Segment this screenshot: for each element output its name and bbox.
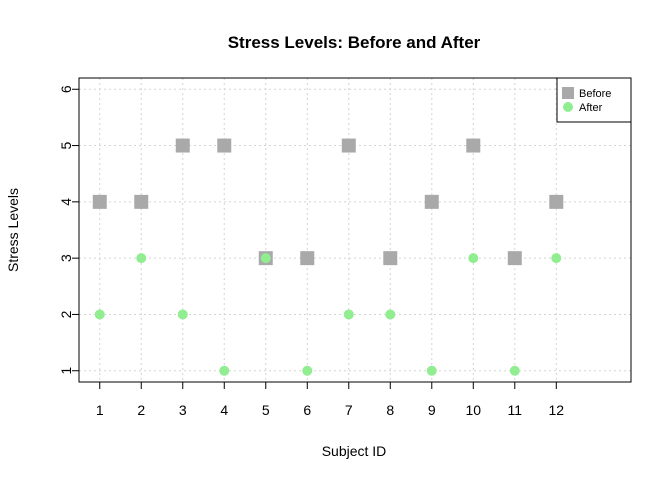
point-after — [136, 253, 147, 264]
x-tick-label: 6 — [303, 402, 311, 418]
point-after — [426, 365, 437, 376]
point-after — [509, 365, 520, 376]
x-axis-label: Subject ID — [322, 443, 387, 459]
series-layer — [92, 138, 564, 376]
chart-title: Stress Levels: Before and After — [228, 33, 481, 52]
point-after — [260, 253, 271, 264]
x-tick-label: 12 — [549, 402, 565, 418]
point-after — [177, 309, 188, 320]
x-tick-label: 11 — [508, 402, 523, 418]
series-before — [92, 138, 564, 266]
legend-box — [556, 77, 632, 123]
legend: Before After — [556, 77, 632, 123]
x-axis: 1 2 3 4 5 6 7 8 9 10 11 12 — [96, 382, 564, 418]
point-before — [134, 194, 149, 209]
point-before — [383, 251, 398, 266]
plot-frame — [78, 77, 632, 383]
y-axis-label: Stress Levels — [5, 188, 21, 272]
x-tick-label: 4 — [220, 402, 228, 418]
point-before — [549, 194, 564, 209]
point-before — [92, 194, 107, 209]
point-after — [219, 365, 230, 376]
x-tick-label: 1 — [96, 402, 104, 418]
x-tick-label: 10 — [465, 402, 481, 418]
grid-lines — [79, 78, 631, 382]
point-after — [302, 365, 313, 376]
x-tick-label: 5 — [262, 402, 270, 418]
x-tick-label: 7 — [345, 402, 353, 418]
y-axis: 1 2 3 4 5 6 — [58, 85, 79, 375]
x-tick-label: 3 — [179, 402, 187, 418]
y-tick-label: 4 — [58, 198, 74, 206]
point-before — [217, 138, 232, 153]
legend-label-after: After — [579, 102, 603, 114]
point-before — [341, 138, 356, 153]
x-tick-label: 8 — [386, 402, 394, 418]
point-before — [466, 138, 481, 153]
series-after — [94, 253, 562, 376]
point-after — [343, 309, 354, 320]
x-tick-label: 2 — [137, 402, 145, 418]
point-before — [175, 138, 190, 153]
y-tick-label: 1 — [58, 367, 74, 375]
y-tick-label: 2 — [58, 310, 74, 318]
legend-swatch-after — [563, 102, 573, 112]
y-tick-label: 5 — [58, 141, 74, 149]
point-before — [300, 251, 315, 266]
point-after — [468, 253, 479, 264]
y-tick-label: 6 — [58, 85, 74, 93]
point-before — [424, 194, 439, 209]
point-after — [551, 253, 562, 264]
y-tick-label: 3 — [58, 254, 74, 262]
point-after — [385, 309, 396, 320]
legend-label-before: Before — [579, 88, 611, 100]
legend-swatch-before — [562, 87, 574, 99]
point-after — [94, 309, 105, 320]
point-before — [507, 251, 522, 266]
x-tick-label: 9 — [428, 402, 436, 418]
